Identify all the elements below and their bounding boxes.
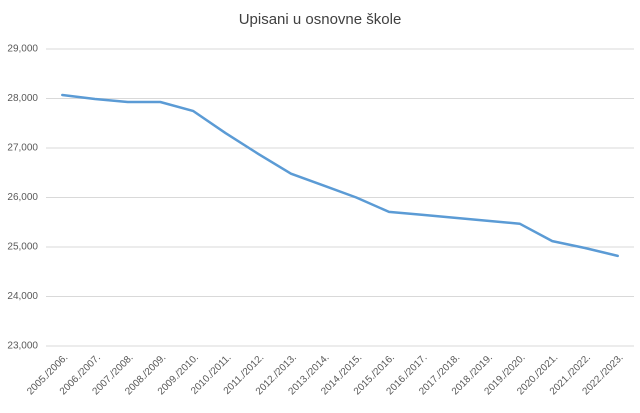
- y-tick-label: 28,000: [7, 93, 38, 104]
- y-tick-label: 23,000: [7, 341, 38, 352]
- chart-title: Upisani u osnovne škole: [239, 11, 402, 28]
- y-tick-label: 26,000: [7, 192, 38, 203]
- y-tick-label: 25,000: [7, 242, 38, 253]
- y-tick-label: 29,000: [7, 44, 38, 55]
- y-tick-label: 27,000: [7, 143, 38, 154]
- y-tick-label: 24,000: [7, 291, 38, 302]
- data-line: [61, 93, 619, 258]
